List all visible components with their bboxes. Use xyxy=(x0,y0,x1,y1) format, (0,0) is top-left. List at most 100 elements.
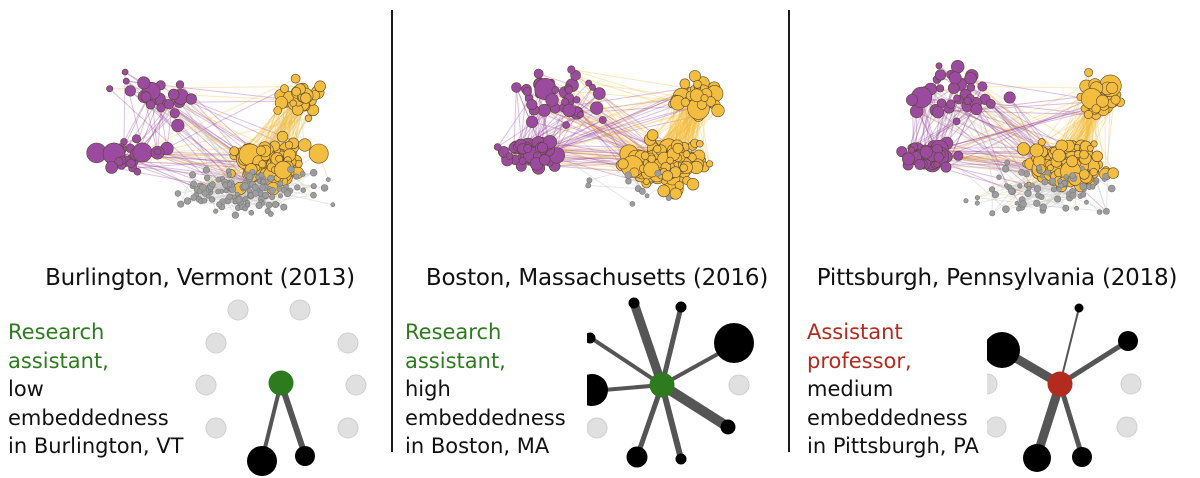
network-node xyxy=(682,150,691,158)
alter-node xyxy=(247,446,277,476)
network-node xyxy=(537,142,548,153)
embeddedness-label: embeddedness xyxy=(405,405,566,430)
network-edge xyxy=(555,86,698,109)
network-node xyxy=(1018,168,1026,176)
network-node xyxy=(669,187,682,200)
network-node xyxy=(966,83,976,92)
inactive-node xyxy=(1120,373,1142,395)
network-node xyxy=(1050,186,1057,193)
inactive-node xyxy=(289,299,311,321)
network-node xyxy=(629,201,636,207)
network-node xyxy=(171,118,185,133)
network-node xyxy=(215,176,221,183)
alter-node xyxy=(626,446,648,468)
network-edge xyxy=(1053,188,1107,212)
network-node xyxy=(935,62,943,70)
network-edge xyxy=(919,87,1108,165)
network-node xyxy=(268,186,276,194)
network-node xyxy=(289,99,297,107)
network-edge xyxy=(975,102,1007,186)
network-node xyxy=(914,158,926,170)
inactive-node xyxy=(987,416,1007,438)
network-node xyxy=(646,129,659,141)
network-node xyxy=(526,115,539,128)
network-node xyxy=(185,93,197,105)
network-node xyxy=(325,177,331,182)
network-node xyxy=(1066,155,1079,168)
network-node xyxy=(642,178,650,185)
role-description: Research assistant, high embeddedness in… xyxy=(405,318,566,461)
network-edge xyxy=(564,91,660,162)
network-edge xyxy=(193,179,219,185)
role-label: assistant, xyxy=(405,348,506,373)
network-node xyxy=(1016,206,1022,212)
role-label: Assistant xyxy=(807,320,903,344)
network-node xyxy=(291,86,301,97)
network-node xyxy=(589,83,596,91)
network-node xyxy=(156,103,166,113)
network-node xyxy=(933,152,944,163)
network-node xyxy=(1036,164,1043,171)
location-label: in Boston, MA xyxy=(405,434,550,458)
network-node xyxy=(205,194,211,199)
embeddedness-label: embeddedness xyxy=(8,405,169,430)
network-edge xyxy=(571,69,678,104)
network-node xyxy=(1039,203,1047,211)
network-node xyxy=(936,98,947,108)
network-node xyxy=(522,86,532,97)
network-node xyxy=(647,154,656,163)
network-node xyxy=(1039,173,1045,179)
network-edge xyxy=(945,95,1097,168)
network-node xyxy=(308,143,329,164)
network-node xyxy=(577,111,584,118)
network-node xyxy=(258,160,267,169)
network-node xyxy=(590,101,604,115)
network-node xyxy=(183,197,192,205)
inactive-node xyxy=(728,374,750,396)
network-edge xyxy=(530,95,691,157)
network-edge xyxy=(131,160,257,169)
inactive-node xyxy=(205,332,227,354)
network-node xyxy=(598,116,607,124)
network-node xyxy=(567,65,576,74)
network-node xyxy=(585,79,593,87)
network-node xyxy=(1014,201,1020,206)
network-node xyxy=(564,85,573,94)
location-label: in Burlington, VT xyxy=(8,434,184,458)
network-node xyxy=(585,182,592,189)
role-label: Research xyxy=(8,320,105,344)
network-node xyxy=(287,165,295,174)
panel-divider xyxy=(391,10,393,452)
network-edge xyxy=(677,110,719,149)
network-node xyxy=(1056,186,1062,192)
network-node xyxy=(133,167,142,176)
alter-node xyxy=(587,332,596,344)
network-node xyxy=(1017,183,1023,189)
network-node xyxy=(169,108,180,119)
network-edge xyxy=(157,107,162,152)
network-node xyxy=(1029,182,1035,188)
network-node xyxy=(243,195,249,201)
network-node xyxy=(190,180,197,187)
inactive-node xyxy=(337,417,359,439)
network-node xyxy=(1093,177,1099,183)
network-edge xyxy=(1018,197,1070,210)
network-node xyxy=(300,92,312,104)
network-node xyxy=(140,91,152,103)
network-node xyxy=(1057,178,1063,184)
network-node xyxy=(686,178,700,191)
network-node xyxy=(953,150,964,161)
embeddedness-label: medium xyxy=(807,377,894,401)
network-node xyxy=(126,158,136,168)
ego-network xyxy=(195,299,367,476)
network-node xyxy=(1062,204,1070,212)
network-node xyxy=(1002,205,1010,213)
network-node xyxy=(1026,185,1032,191)
inactive-node xyxy=(345,374,367,396)
embeddedness-label: embeddedness xyxy=(807,405,968,430)
alter-node xyxy=(987,332,1020,368)
ego-network xyxy=(987,303,1142,472)
panel-divider xyxy=(788,10,790,452)
network-node xyxy=(255,145,266,156)
network-node xyxy=(280,84,289,94)
